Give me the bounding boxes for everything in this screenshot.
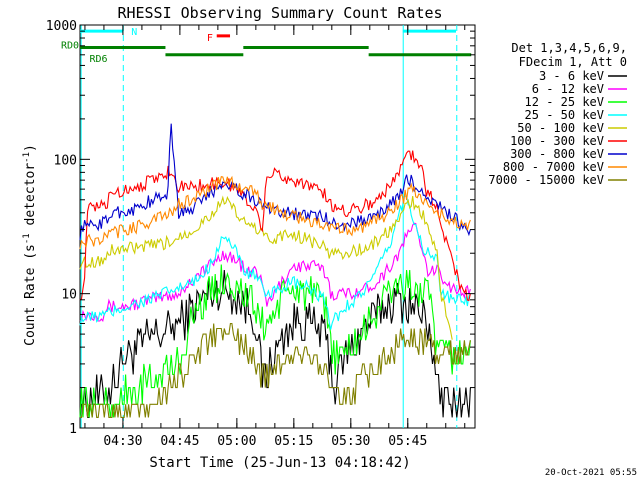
x-tick-label-0530: 05:30 bbox=[331, 434, 370, 449]
legend-label: 25 - 50 keV bbox=[525, 108, 604, 122]
plot-frame bbox=[79, 24, 476, 429]
y-tick-label-100: 100 bbox=[54, 153, 77, 168]
legend-header-line-1: Det 1,3,4,5,6,9, bbox=[511, 41, 627, 55]
y-tick-label-10: 10 bbox=[61, 288, 77, 303]
footer-timestamp: 20-Oct-2021 05:55 bbox=[545, 468, 637, 478]
legend-label: 50 - 100 keV bbox=[517, 121, 604, 135]
legend-label: 6 - 12 keV bbox=[532, 82, 604, 96]
y-tick-label-1: 1 bbox=[69, 422, 77, 437]
series-line-3-6-kev-kev bbox=[79, 269, 471, 418]
x-tick-label-0430: 04:30 bbox=[103, 434, 142, 449]
series-line-25-50-kev-kev bbox=[79, 195, 471, 330]
y-axis-label: Count Rate (s-1 detector-1) bbox=[22, 144, 38, 346]
x-axis-label: Start Time (25-Jun-13 04:18:42) bbox=[149, 455, 410, 471]
legend-label: 3 - 6 keV bbox=[539, 69, 604, 83]
series-line-50-100-kev-kev bbox=[79, 195, 453, 340]
chart-title: RHESSI Observing Summary Count Rates bbox=[117, 4, 442, 22]
state-label-f: F bbox=[207, 33, 213, 44]
legend-label: 800 - 7000 keV bbox=[503, 160, 604, 174]
legend-label: 12 - 25 keV bbox=[525, 95, 604, 109]
legend-label: 100 - 300 keV bbox=[510, 134, 604, 148]
y-tick-label-1000: 1000 bbox=[46, 19, 77, 34]
state-label-rd6: RD6 bbox=[89, 54, 107, 65]
x-tick-label-0545: 05:45 bbox=[388, 434, 427, 449]
series-line-800-7000-kev-kev bbox=[79, 175, 471, 250]
x-tick-label-0515: 05:15 bbox=[274, 434, 313, 449]
x-tick-label-0500: 05:00 bbox=[217, 434, 256, 449]
series-line-300-800-kev-kev bbox=[79, 123, 471, 241]
series-line-12-25-kev-kev bbox=[79, 264, 471, 418]
x-tick-label-0445: 04:45 bbox=[160, 434, 199, 449]
state-label-rd0: RD0 bbox=[61, 40, 79, 51]
series-line-7000-15000-kev-kev bbox=[80, 322, 471, 418]
series-line-100-300-kev-kev bbox=[79, 150, 471, 302]
state-label-n: N bbox=[131, 27, 137, 38]
legend-label: 300 - 800 keV bbox=[510, 147, 604, 161]
legend-label: 7000 - 15000 keV bbox=[488, 173, 604, 187]
legend-header-line-2: FDecim 1, Att 0 bbox=[519, 55, 627, 69]
